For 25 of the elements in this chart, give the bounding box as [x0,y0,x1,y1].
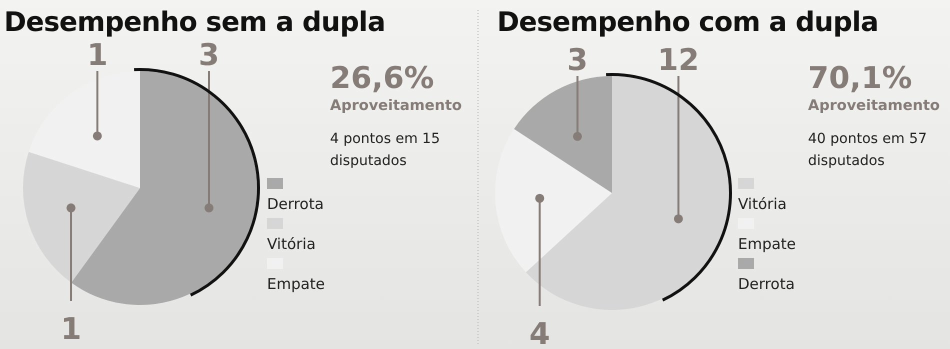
data-label: 4 [529,317,550,349]
data-label: 1 [60,312,82,347]
chart-title: Desempenho com a dupla [497,7,878,38]
text: 4 pontos em 15 disputados [330,131,440,169]
legend-label: Empate [738,235,796,253]
data-label: 1 [86,38,108,73]
pie-slice [526,76,729,310]
pie-slice [495,129,612,272]
text: 26,6% [330,61,434,96]
pie-slice [514,76,612,193]
text: 70,1% [808,61,912,96]
text: Aproveitamento [330,98,462,114]
pie-slice [71,71,257,305]
legend-label: Empate [267,275,325,293]
legend-label: Vitória [738,195,787,213]
data-label: 3 [567,43,588,78]
legend-label: Vitória [267,235,316,253]
text: Aproveitamento [808,98,940,114]
text: 40 pontos em 57 disputados [808,131,927,169]
chart-title: Desempenho sem a dupla [4,7,386,38]
pie-slice [23,152,140,283]
legend-label: Derrota [267,195,324,213]
legend-label: Derrota [738,275,795,293]
data-label: 3 [198,38,220,73]
data-label: 12 [658,43,700,78]
